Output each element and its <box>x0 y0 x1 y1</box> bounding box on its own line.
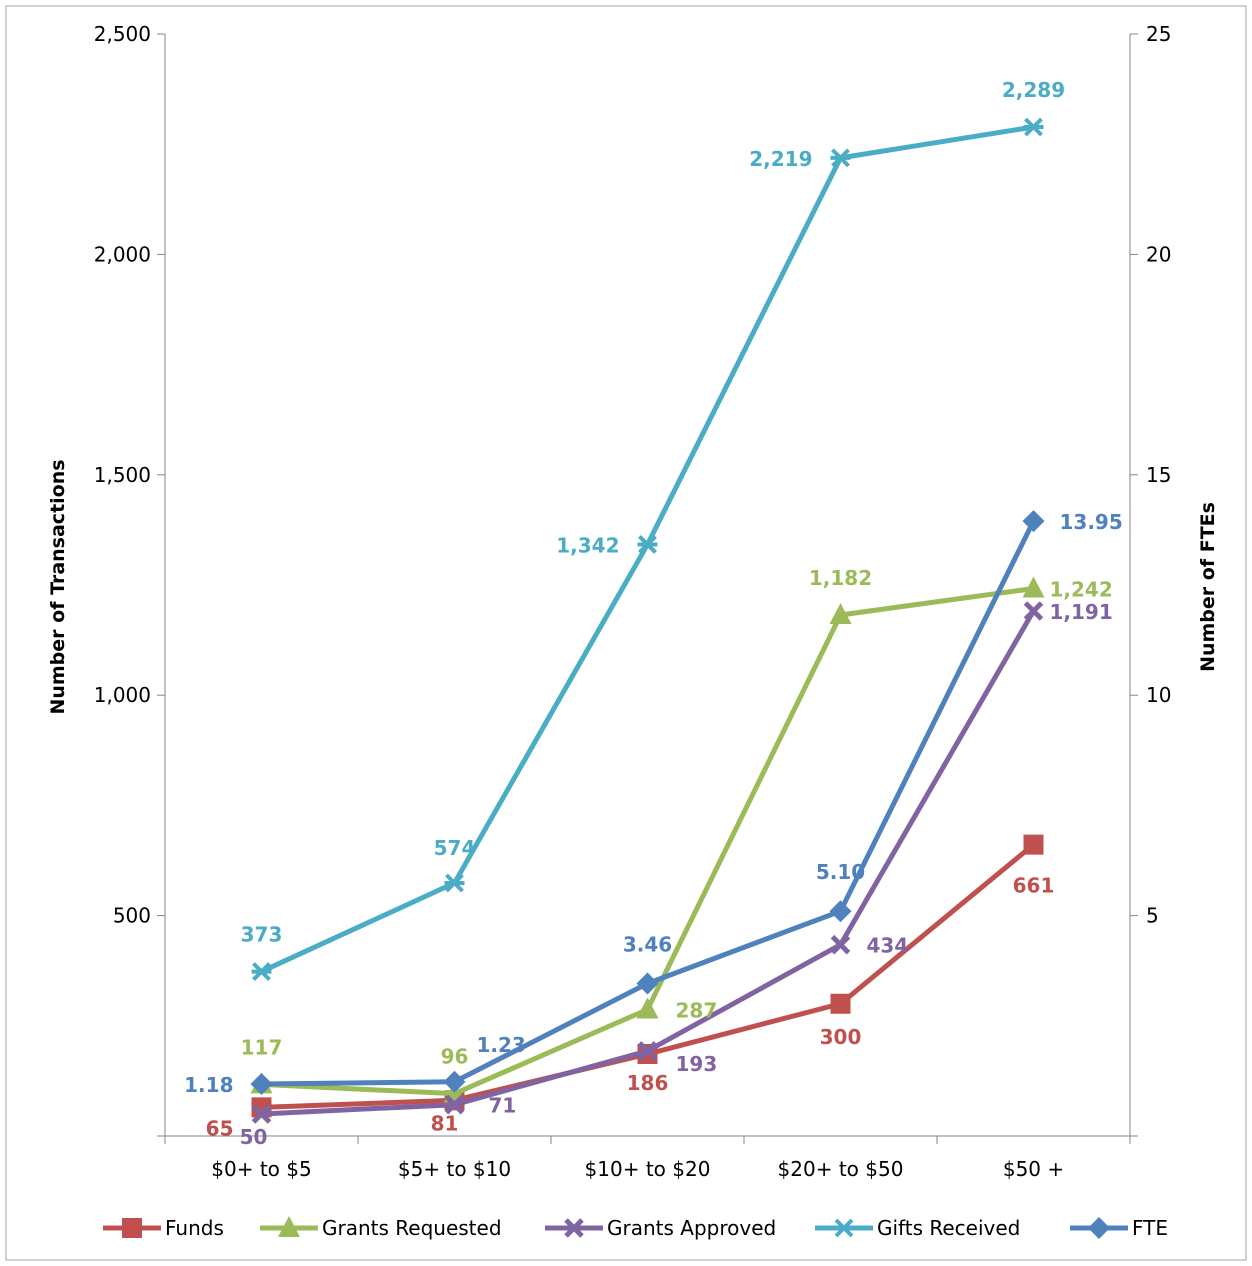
data-point-grants-requested <box>829 602 852 624</box>
data-point-grants-approved <box>251 1104 272 1124</box>
data-point-gifts-received <box>1023 117 1044 137</box>
data-labels: 65 81 186 300 661 117 96 287 1,182 1,242 50 71 193 43… <box>184 78 1123 1149</box>
x-tick-label: $50 + <box>1003 1157 1064 1181</box>
data-label-funds: 300 <box>820 1025 862 1049</box>
y2-tick-label: 5 <box>1146 904 1159 928</box>
data-label-fte: 5.10 <box>816 860 865 884</box>
y-tick-label: 2,000 <box>94 242 151 266</box>
data-label-funds: 661 <box>1013 874 1055 898</box>
legend-item-grants-requested: Grants Requested <box>260 1216 502 1240</box>
legend-label-fte: FTE <box>1132 1216 1168 1240</box>
data-label-grants-requested: 287 <box>676 998 718 1022</box>
legend-label-gifts-received: Gifts Received <box>877 1216 1020 1240</box>
data-point-grants-requested <box>1022 576 1045 598</box>
data-label-grants-approved: 71 <box>489 1094 517 1118</box>
data-label-fte: 13.95 <box>1060 510 1123 534</box>
data-point-gifts-received <box>251 962 272 981</box>
y2-axis-title: Number of FTEs <box>1197 502 1219 672</box>
data-label-grants-requested: 1,182 <box>809 566 872 590</box>
data-point-gifts-received <box>830 148 851 168</box>
series-gifts-received <box>251 117 1044 981</box>
data-label-gifts-received: 2,289 <box>1002 78 1065 102</box>
data-point-gifts-received <box>444 873 465 893</box>
y-tick-label: 2,500 <box>94 22 151 46</box>
data-point-fte <box>636 972 659 995</box>
data-point-funds <box>1023 834 1044 855</box>
legend-marker-funds <box>122 1218 142 1238</box>
data-label-grants-approved: 50 <box>240 1125 268 1149</box>
data-label-fte: 1.18 <box>184 1073 233 1097</box>
y2-tick-label: 25 <box>1146 22 1171 46</box>
data-label-grants-requested: 117 <box>241 1035 283 1059</box>
series-fte <box>250 510 1045 1095</box>
data-label-gifts-received: 1,342 <box>556 533 619 557</box>
axes: 500 1,000 1,500 2,000 2,500 5 10 15 20 25 $0+ to $… <box>94 22 1172 1181</box>
data-point-grants-requested <box>636 997 659 1019</box>
data-label-gifts-received: 373 <box>241 923 283 947</box>
legend: Funds Grants Requested Grants Approved Gift… <box>103 1216 1168 1240</box>
y2-tick-label: 20 <box>1146 242 1171 266</box>
series <box>250 117 1045 1124</box>
data-label-funds: 65 <box>206 1116 234 1140</box>
legend-label-grants-approved: Grants Approved <box>607 1216 776 1240</box>
data-point-grants-approved <box>830 934 851 955</box>
y-axis-title: Number of Transactions <box>47 459 69 714</box>
x-tick-label: $20+ to $50 <box>778 1157 904 1181</box>
legend-item-funds: Funds <box>103 1216 224 1240</box>
y2-tick-label: 15 <box>1146 463 1171 487</box>
data-point-grants-approved <box>1023 601 1044 621</box>
x-tick-label: $0+ to $5 <box>211 1157 311 1181</box>
y-tick-label: 1,000 <box>94 683 151 707</box>
data-label-fte: 1.23 <box>477 1033 526 1057</box>
legend-label-funds: Funds <box>165 1216 224 1240</box>
legend-marker-grants-approved <box>564 1218 584 1238</box>
data-point-grants-approved <box>444 1094 465 1115</box>
data-label-grants-approved: 434 <box>867 934 909 958</box>
data-label-gifts-received: 574 <box>434 836 476 860</box>
legend-marker-fte <box>1088 1217 1110 1239</box>
data-label-grants-requested: 96 <box>441 1045 469 1069</box>
y-tick-label: 1,500 <box>94 463 151 487</box>
data-label-funds: 81 <box>431 1111 459 1135</box>
legend-marker-gifts-received <box>834 1218 854 1238</box>
data-point-gifts-received <box>637 535 658 554</box>
y2-tick-label: 10 <box>1146 683 1171 707</box>
data-point-fte <box>250 1072 273 1095</box>
data-label-grants-requested: 1,242 <box>1050 578 1113 602</box>
data-label-grants-approved: 1,191 <box>1050 600 1113 624</box>
legend-item-gifts-received: Gifts Received <box>815 1216 1020 1240</box>
data-label-funds: 186 <box>627 1071 669 1095</box>
legend-item-grants-approved: Grants Approved <box>545 1216 776 1240</box>
x-tick-label: $5+ to $10 <box>398 1157 511 1181</box>
data-point-funds <box>830 993 851 1014</box>
data-label-fte: 3.46 <box>623 932 672 956</box>
x-tick-label: $10+ to $20 <box>585 1157 711 1181</box>
data-label-grants-approved: 193 <box>676 1052 718 1076</box>
chart-border <box>5 5 1247 1261</box>
legend-item-fte: FTE <box>1070 1216 1168 1240</box>
series-grants-requested <box>250 576 1045 1103</box>
data-point-fte <box>443 1070 466 1093</box>
legend-marker-grants-requested <box>278 1216 300 1237</box>
data-point-fte <box>1022 510 1045 533</box>
data-label-gifts-received: 2,219 <box>749 147 812 171</box>
data-point-fte <box>829 900 852 923</box>
legend-label-grants-requested: Grants Requested <box>322 1216 502 1240</box>
y-tick-label: 500 <box>113 904 151 928</box>
series-grants-approved <box>251 601 1044 1124</box>
data-point-grants-approved <box>637 1041 658 1061</box>
